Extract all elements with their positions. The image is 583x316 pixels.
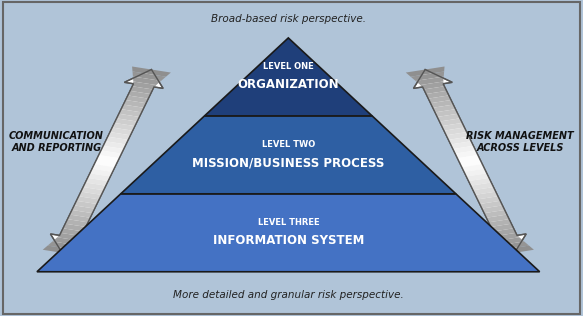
Polygon shape [94,160,117,167]
Polygon shape [437,114,460,122]
Text: ORGANIZATION: ORGANIZATION [237,78,339,91]
Polygon shape [446,132,469,140]
Polygon shape [464,169,487,177]
Polygon shape [133,76,161,85]
Text: INFORMATION SYSTEM: INFORMATION SYSTEM [213,234,364,247]
Polygon shape [473,187,496,195]
Polygon shape [132,71,166,81]
Polygon shape [103,141,126,149]
Polygon shape [128,91,150,99]
Polygon shape [410,71,444,81]
Polygon shape [81,187,104,195]
Polygon shape [68,215,90,222]
Polygon shape [87,173,110,181]
Polygon shape [482,205,505,213]
Polygon shape [79,191,101,199]
Polygon shape [453,146,476,154]
Polygon shape [462,164,484,172]
Polygon shape [458,155,480,163]
Polygon shape [119,109,142,117]
Polygon shape [48,241,81,251]
Text: Broad-based risk perspective.: Broad-based risk perspective. [211,14,366,24]
Polygon shape [132,66,171,77]
Polygon shape [114,118,137,126]
Polygon shape [429,95,451,103]
Polygon shape [117,114,139,122]
Polygon shape [435,109,458,117]
Text: LEVEL THREE: LEVEL THREE [258,218,319,227]
Polygon shape [63,224,86,232]
Polygon shape [480,201,503,209]
Polygon shape [108,132,131,140]
Polygon shape [433,105,455,112]
Polygon shape [496,237,524,246]
Polygon shape [491,224,514,232]
Polygon shape [426,91,449,99]
Polygon shape [124,100,146,108]
Polygon shape [99,150,121,158]
Polygon shape [469,178,491,186]
Polygon shape [92,164,115,172]
Polygon shape [52,237,80,246]
Polygon shape [72,205,94,213]
Polygon shape [101,146,124,154]
Text: MISSION/BUSINESS PROCESS: MISSION/BUSINESS PROCESS [192,156,385,169]
Polygon shape [132,82,156,89]
Polygon shape [106,137,128,144]
Polygon shape [205,38,372,116]
Polygon shape [424,86,447,94]
Polygon shape [451,141,473,149]
Polygon shape [70,210,93,218]
Polygon shape [90,169,113,177]
Polygon shape [440,118,462,126]
Polygon shape [43,246,82,256]
Text: More detailed and granular risk perspective.: More detailed and granular risk perspect… [173,290,403,301]
Polygon shape [484,210,507,218]
Polygon shape [431,100,453,108]
Polygon shape [448,137,471,144]
Text: LEVEL TWO: LEVEL TWO [262,140,315,149]
Polygon shape [495,246,534,256]
Polygon shape [110,127,133,135]
Text: RISK MANAGEMENT
ACROSS LEVELS: RISK MANAGEMENT ACROSS LEVELS [466,131,574,153]
Polygon shape [416,76,444,85]
Polygon shape [97,155,120,163]
Polygon shape [455,150,478,158]
Polygon shape [61,228,83,236]
Polygon shape [112,123,135,131]
Polygon shape [493,228,516,236]
Polygon shape [65,219,88,227]
Polygon shape [442,123,465,131]
Polygon shape [125,95,148,103]
Polygon shape [121,105,144,112]
Polygon shape [459,160,482,167]
Text: LEVEL ONE: LEVEL ONE [263,62,314,71]
Polygon shape [444,127,466,135]
Polygon shape [51,70,163,253]
Polygon shape [496,241,529,251]
Polygon shape [76,196,99,204]
Polygon shape [413,70,526,253]
Polygon shape [489,219,511,227]
Polygon shape [74,201,97,209]
Polygon shape [466,173,489,181]
Polygon shape [85,178,108,186]
Polygon shape [83,182,106,190]
Text: COMMUNICATION
AND REPORTING: COMMUNICATION AND REPORTING [9,131,104,153]
Polygon shape [121,116,456,194]
Polygon shape [477,196,500,204]
Polygon shape [486,215,509,222]
Polygon shape [471,182,493,190]
Polygon shape [475,191,498,199]
Polygon shape [406,66,445,77]
Polygon shape [496,233,519,241]
Polygon shape [130,86,153,94]
Polygon shape [420,82,444,89]
Polygon shape [37,194,540,272]
Polygon shape [57,233,81,241]
